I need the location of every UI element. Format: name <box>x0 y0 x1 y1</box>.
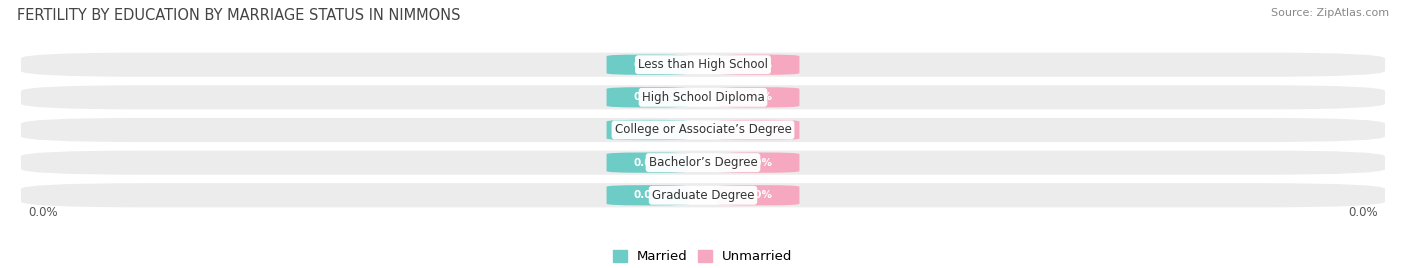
FancyBboxPatch shape <box>717 152 800 173</box>
FancyBboxPatch shape <box>21 85 1385 109</box>
Text: 0.0%: 0.0% <box>633 158 662 168</box>
FancyBboxPatch shape <box>606 185 689 205</box>
Text: Source: ZipAtlas.com: Source: ZipAtlas.com <box>1271 8 1389 18</box>
Text: Graduate Degree: Graduate Degree <box>652 189 754 202</box>
FancyBboxPatch shape <box>717 55 800 75</box>
Text: 0.0%: 0.0% <box>744 190 773 200</box>
FancyBboxPatch shape <box>606 55 689 75</box>
FancyBboxPatch shape <box>21 183 1385 207</box>
Text: College or Associate’s Degree: College or Associate’s Degree <box>614 124 792 136</box>
Text: Bachelor’s Degree: Bachelor’s Degree <box>648 156 758 169</box>
FancyBboxPatch shape <box>21 151 1385 175</box>
FancyBboxPatch shape <box>717 87 800 107</box>
Text: 0.0%: 0.0% <box>1348 206 1378 219</box>
Text: 0.0%: 0.0% <box>744 60 773 70</box>
Text: 0.0%: 0.0% <box>28 206 58 219</box>
FancyBboxPatch shape <box>717 185 800 205</box>
FancyBboxPatch shape <box>606 87 689 107</box>
Text: Less than High School: Less than High School <box>638 58 768 71</box>
FancyBboxPatch shape <box>717 120 800 140</box>
Text: 0.0%: 0.0% <box>633 125 662 135</box>
Text: 0.0%: 0.0% <box>744 158 773 168</box>
Legend: Married, Unmarried: Married, Unmarried <box>613 250 793 263</box>
Text: FERTILITY BY EDUCATION BY MARRIAGE STATUS IN NIMMONS: FERTILITY BY EDUCATION BY MARRIAGE STATU… <box>17 8 460 23</box>
Text: 0.0%: 0.0% <box>633 190 662 200</box>
Text: High School Diploma: High School Diploma <box>641 91 765 104</box>
FancyBboxPatch shape <box>21 118 1385 142</box>
Text: 0.0%: 0.0% <box>633 60 662 70</box>
FancyBboxPatch shape <box>606 120 689 140</box>
FancyBboxPatch shape <box>606 152 689 173</box>
Text: 0.0%: 0.0% <box>744 125 773 135</box>
Text: 0.0%: 0.0% <box>633 92 662 102</box>
Text: 0.0%: 0.0% <box>744 92 773 102</box>
FancyBboxPatch shape <box>21 53 1385 77</box>
